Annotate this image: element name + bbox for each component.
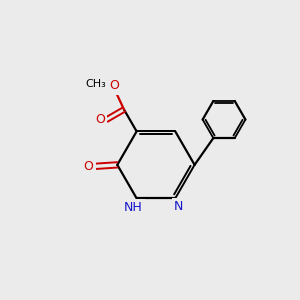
Text: NH: NH bbox=[124, 201, 142, 214]
Text: N: N bbox=[174, 200, 184, 213]
Text: CH₃: CH₃ bbox=[85, 79, 106, 89]
Text: O: O bbox=[109, 80, 119, 92]
Text: O: O bbox=[95, 113, 105, 126]
Text: O: O bbox=[83, 160, 93, 173]
